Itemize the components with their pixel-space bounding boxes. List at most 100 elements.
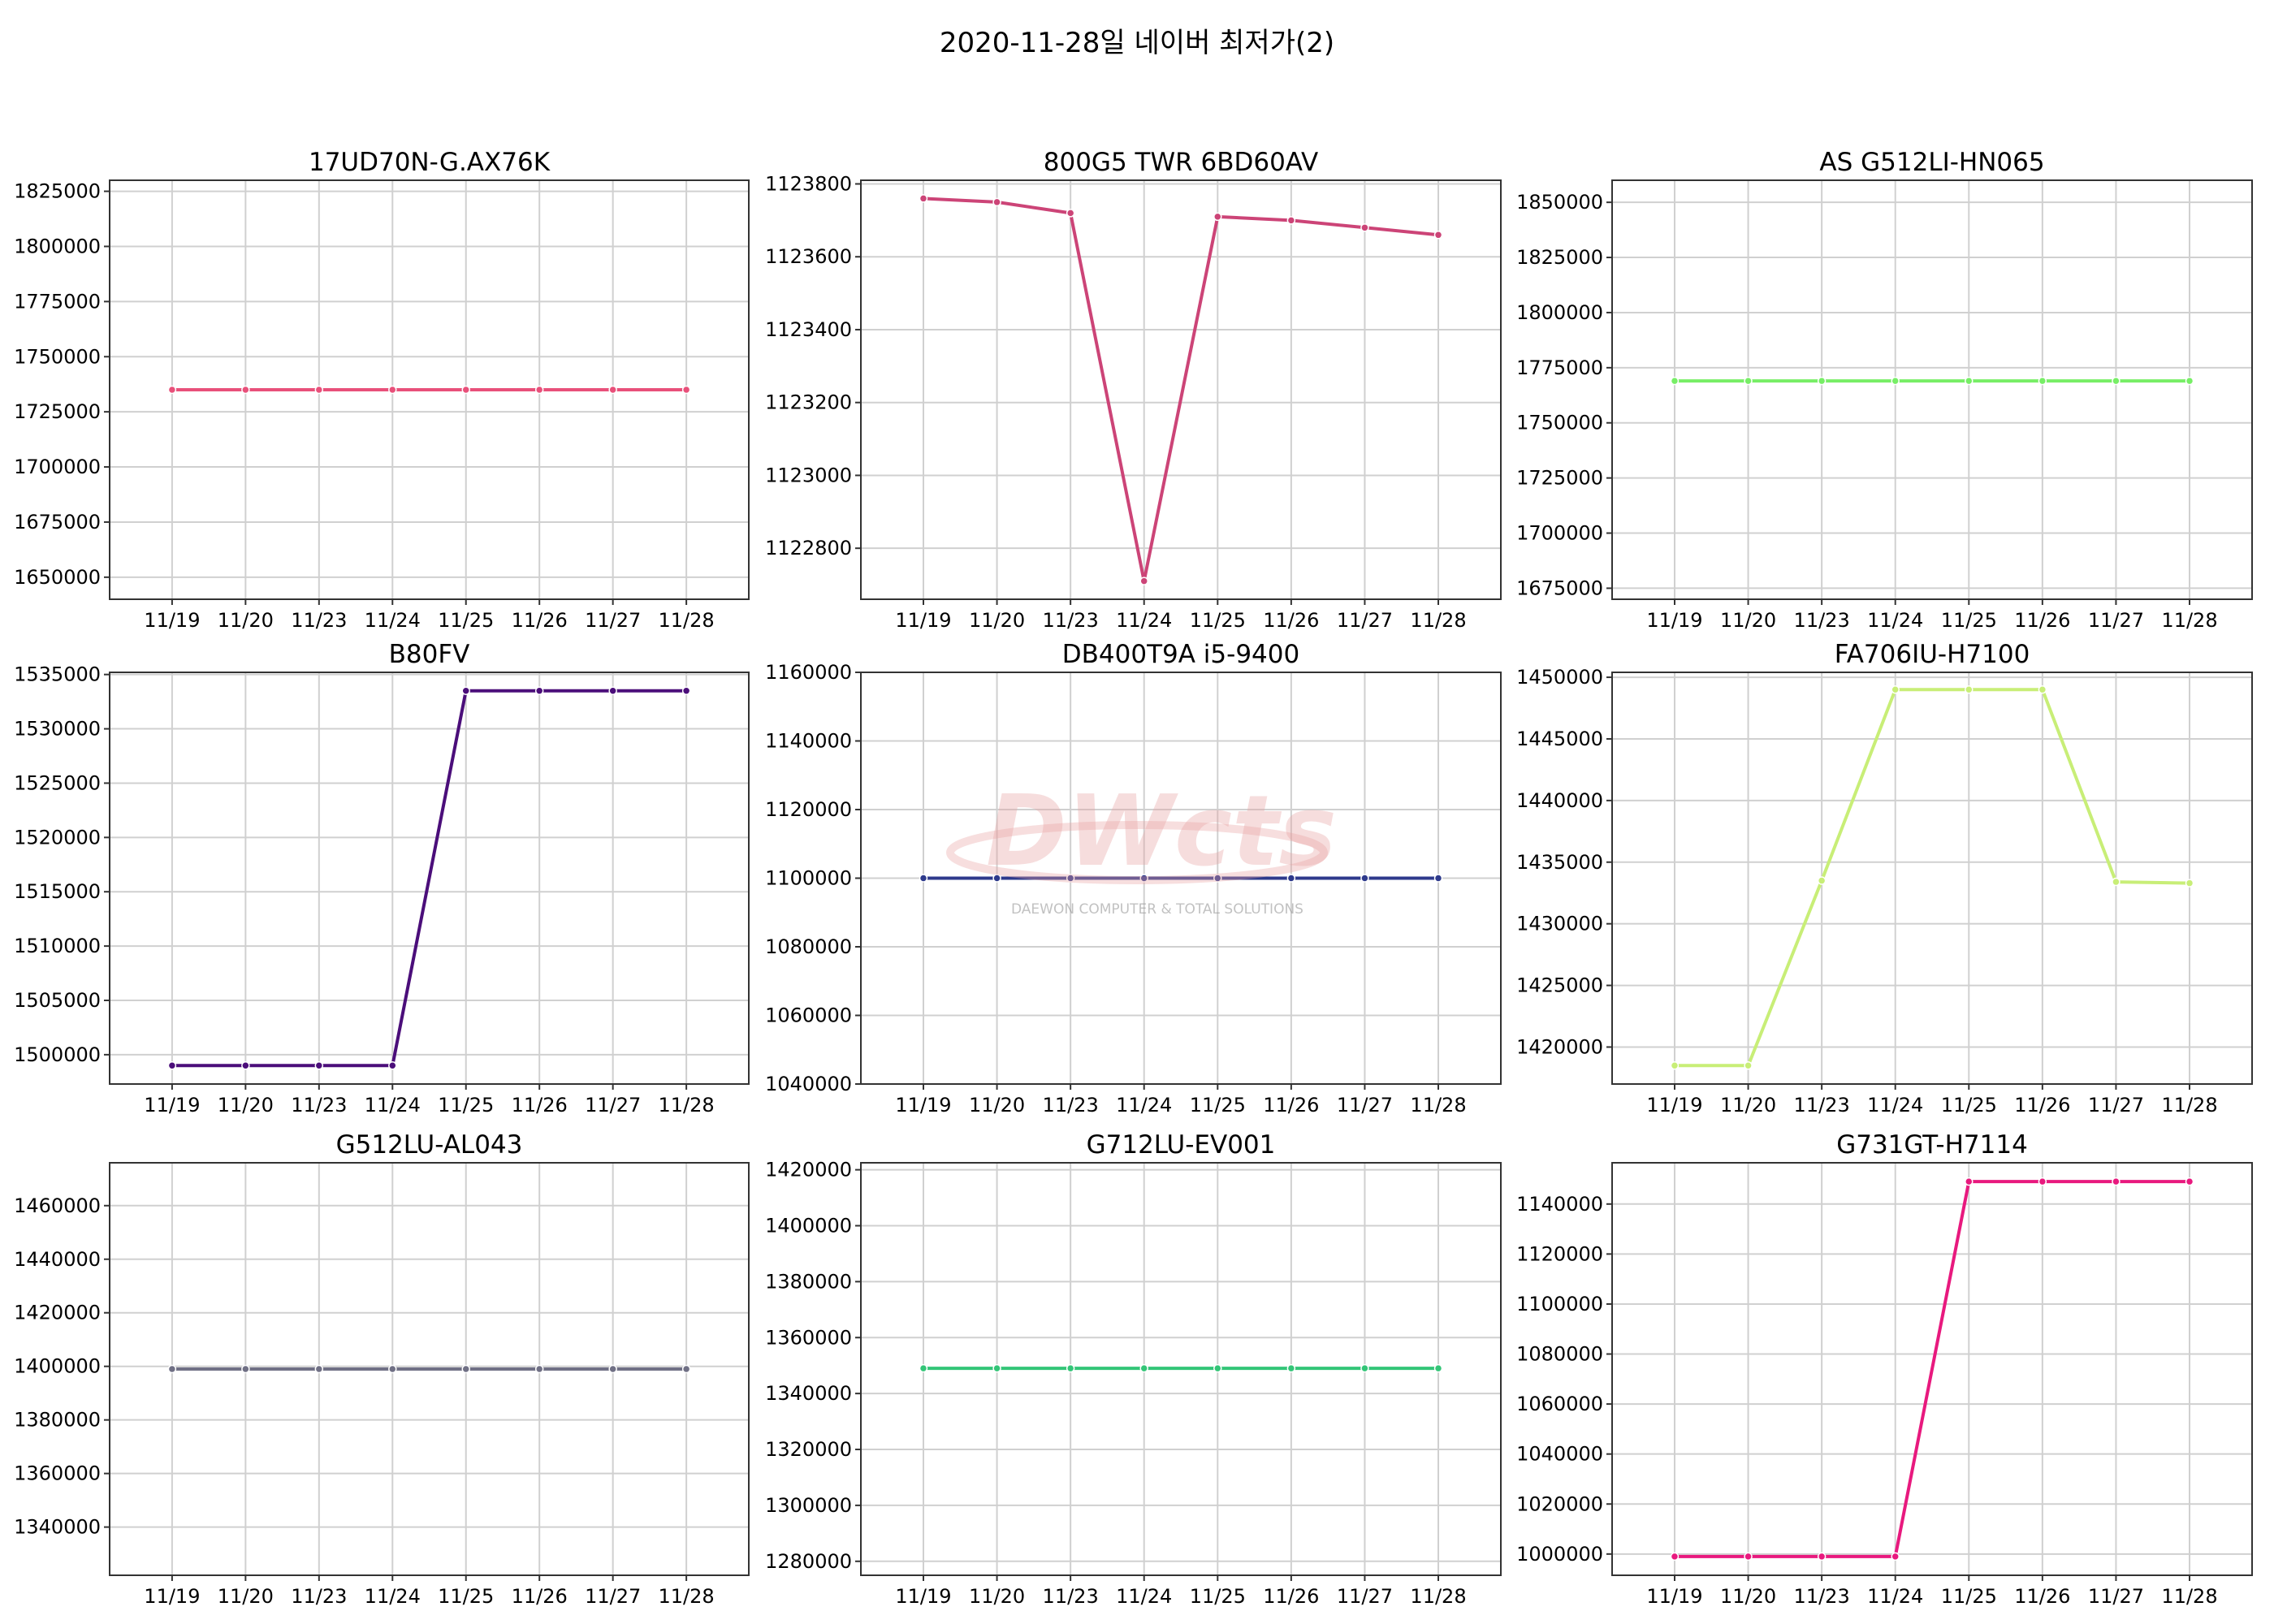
y-tick-label: 1650000 [14, 566, 101, 589]
x-tick-label: 11/27 [1337, 1094, 1393, 1116]
y-tick-label: 1775000 [14, 290, 101, 313]
data-point [1360, 223, 1369, 232]
y-tick-label: 1040000 [1516, 1443, 1603, 1466]
x-tick-label: 11/23 [1043, 1094, 1099, 1116]
y-tick-label: 1750000 [14, 345, 101, 368]
data-point [314, 1061, 324, 1070]
y-tick-label: 1725000 [1516, 467, 1603, 490]
data-point [992, 197, 1001, 207]
x-tick-label: 11/28 [659, 1094, 715, 1116]
data-point [1139, 577, 1148, 585]
y-tick-label: 1080000 [1516, 1343, 1603, 1366]
data-point [1066, 874, 1075, 883]
subplot-3: 1675000 1700000 1725000 1750000 1775000 18000… [1516, 148, 2253, 632]
data-point [2112, 376, 2121, 386]
x-tick-label: 11/26 [512, 1094, 568, 1116]
data-point [1066, 1363, 1075, 1373]
x-tick-label: 11/25 [1190, 609, 1246, 632]
x-tick-label: 11/25 [438, 609, 494, 632]
data-point [1360, 874, 1369, 883]
x-tick-label: 11/24 [365, 1585, 421, 1608]
watermark-logo-text: DWcts [986, 775, 1337, 888]
data-point [1891, 685, 1900, 694]
y-tick-label: 1750000 [1516, 412, 1603, 434]
y-tick-label: 1123600 [765, 245, 852, 268]
data-point [314, 385, 324, 395]
y-tick-label: 1460000 [14, 1194, 101, 1217]
subplot-title: 17UD70N-G.AX76K [309, 148, 551, 177]
x-tick-label: 11/27 [2088, 1094, 2144, 1116]
data-point [2185, 879, 2194, 888]
x-tick-label: 11/27 [2088, 1585, 2144, 1608]
x-tick-label: 11/19 [895, 1585, 951, 1608]
x-tick-label: 11/19 [144, 1094, 200, 1116]
x-tick-label: 11/20 [1720, 1094, 1776, 1116]
data-point [992, 1363, 1001, 1373]
data-point [241, 1061, 250, 1070]
subplot-2: 1122800 1123000 1123200 1123400 1123600 11238… [765, 148, 1502, 632]
x-tick-label: 11/26 [512, 1585, 568, 1608]
data-point [1066, 209, 1075, 218]
series-line [171, 689, 687, 1068]
x-tick-label: 11/20 [969, 1585, 1025, 1608]
x-tick-label: 11/27 [1337, 609, 1393, 632]
y-tick-label: 1420000 [14, 1302, 101, 1324]
x-tick-label: 11/25 [1190, 1585, 1246, 1608]
data-point [2038, 685, 2047, 694]
x-tick-label: 11/19 [144, 609, 200, 632]
x-tick-label: 11/25 [1190, 1094, 1246, 1116]
x-tick-label: 11/23 [1794, 609, 1850, 632]
data-point [1360, 1363, 1369, 1373]
y-tick-label: 1515000 [14, 880, 101, 903]
data-point [1213, 212, 1222, 222]
y-tick-label: 1775000 [1516, 356, 1603, 379]
y-tick-label: 1080000 [765, 935, 852, 958]
plot-frame [1611, 179, 2253, 600]
plot-frame [109, 179, 750, 600]
data-point [1286, 874, 1296, 883]
data-point [388, 1364, 397, 1374]
x-tick-label: 11/26 [2014, 609, 2070, 632]
x-tick-label: 11/20 [969, 609, 1025, 632]
data-point [1670, 1060, 1680, 1070]
subplot-9: 1000000 1020000 1040000 1060000 1080000 11000… [1516, 1130, 2253, 1608]
data-point [608, 385, 617, 395]
y-tick-label: 1505000 [14, 989, 101, 1012]
y-tick-label: 1445000 [1516, 728, 1603, 750]
data-point [919, 194, 928, 203]
x-tick-label: 11/28 [659, 1585, 715, 1608]
y-tick-label: 1123400 [765, 318, 852, 341]
x-tick-label: 11/23 [291, 609, 347, 632]
y-tick-label: 1300000 [765, 1494, 852, 1517]
subplot-4: 1500000 1505000 1510000 1515000 1520000 15250… [14, 640, 750, 1116]
x-tick-label: 11/25 [438, 1094, 494, 1116]
subplot-1: 1650000 1675000 1700000 1725000 1750000 17750… [14, 148, 750, 632]
series-line [1675, 1180, 2190, 1558]
y-tick-label: 1122800 [765, 537, 852, 559]
subplot-6: 1420000 1425000 1430000 1435000 1440000 14450… [1516, 640, 2253, 1116]
subplot-title: G731GT-H7114 [1836, 1130, 2028, 1160]
data-point [1433, 1363, 1443, 1373]
data-point [314, 1364, 324, 1374]
y-tick-label: 1380000 [14, 1409, 101, 1432]
plot-frame [860, 179, 1502, 600]
subplot-title: FA706IU-H7100 [1835, 640, 2030, 669]
data-point [534, 385, 544, 395]
data-point [534, 686, 544, 695]
x-tick-label: 11/24 [1116, 609, 1172, 632]
data-point [2185, 376, 2194, 386]
x-tick-label: 11/26 [1263, 1094, 1319, 1116]
data-point [1817, 1552, 1827, 1561]
x-tick-label: 11/19 [1646, 1094, 1702, 1116]
x-tick-label: 11/28 [2161, 1585, 2217, 1608]
subplot-title: 800G5 TWR 6BD60AV [1044, 148, 1319, 177]
x-tick-label: 11/27 [1337, 1585, 1393, 1608]
y-tick-label: 1160000 [765, 661, 852, 684]
data-point [1213, 874, 1222, 883]
data-point [1670, 1552, 1680, 1561]
y-tick-label: 1280000 [765, 1550, 852, 1573]
data-point [992, 874, 1001, 883]
data-point [2038, 1177, 2047, 1186]
x-tick-label: 11/25 [1941, 609, 1997, 632]
